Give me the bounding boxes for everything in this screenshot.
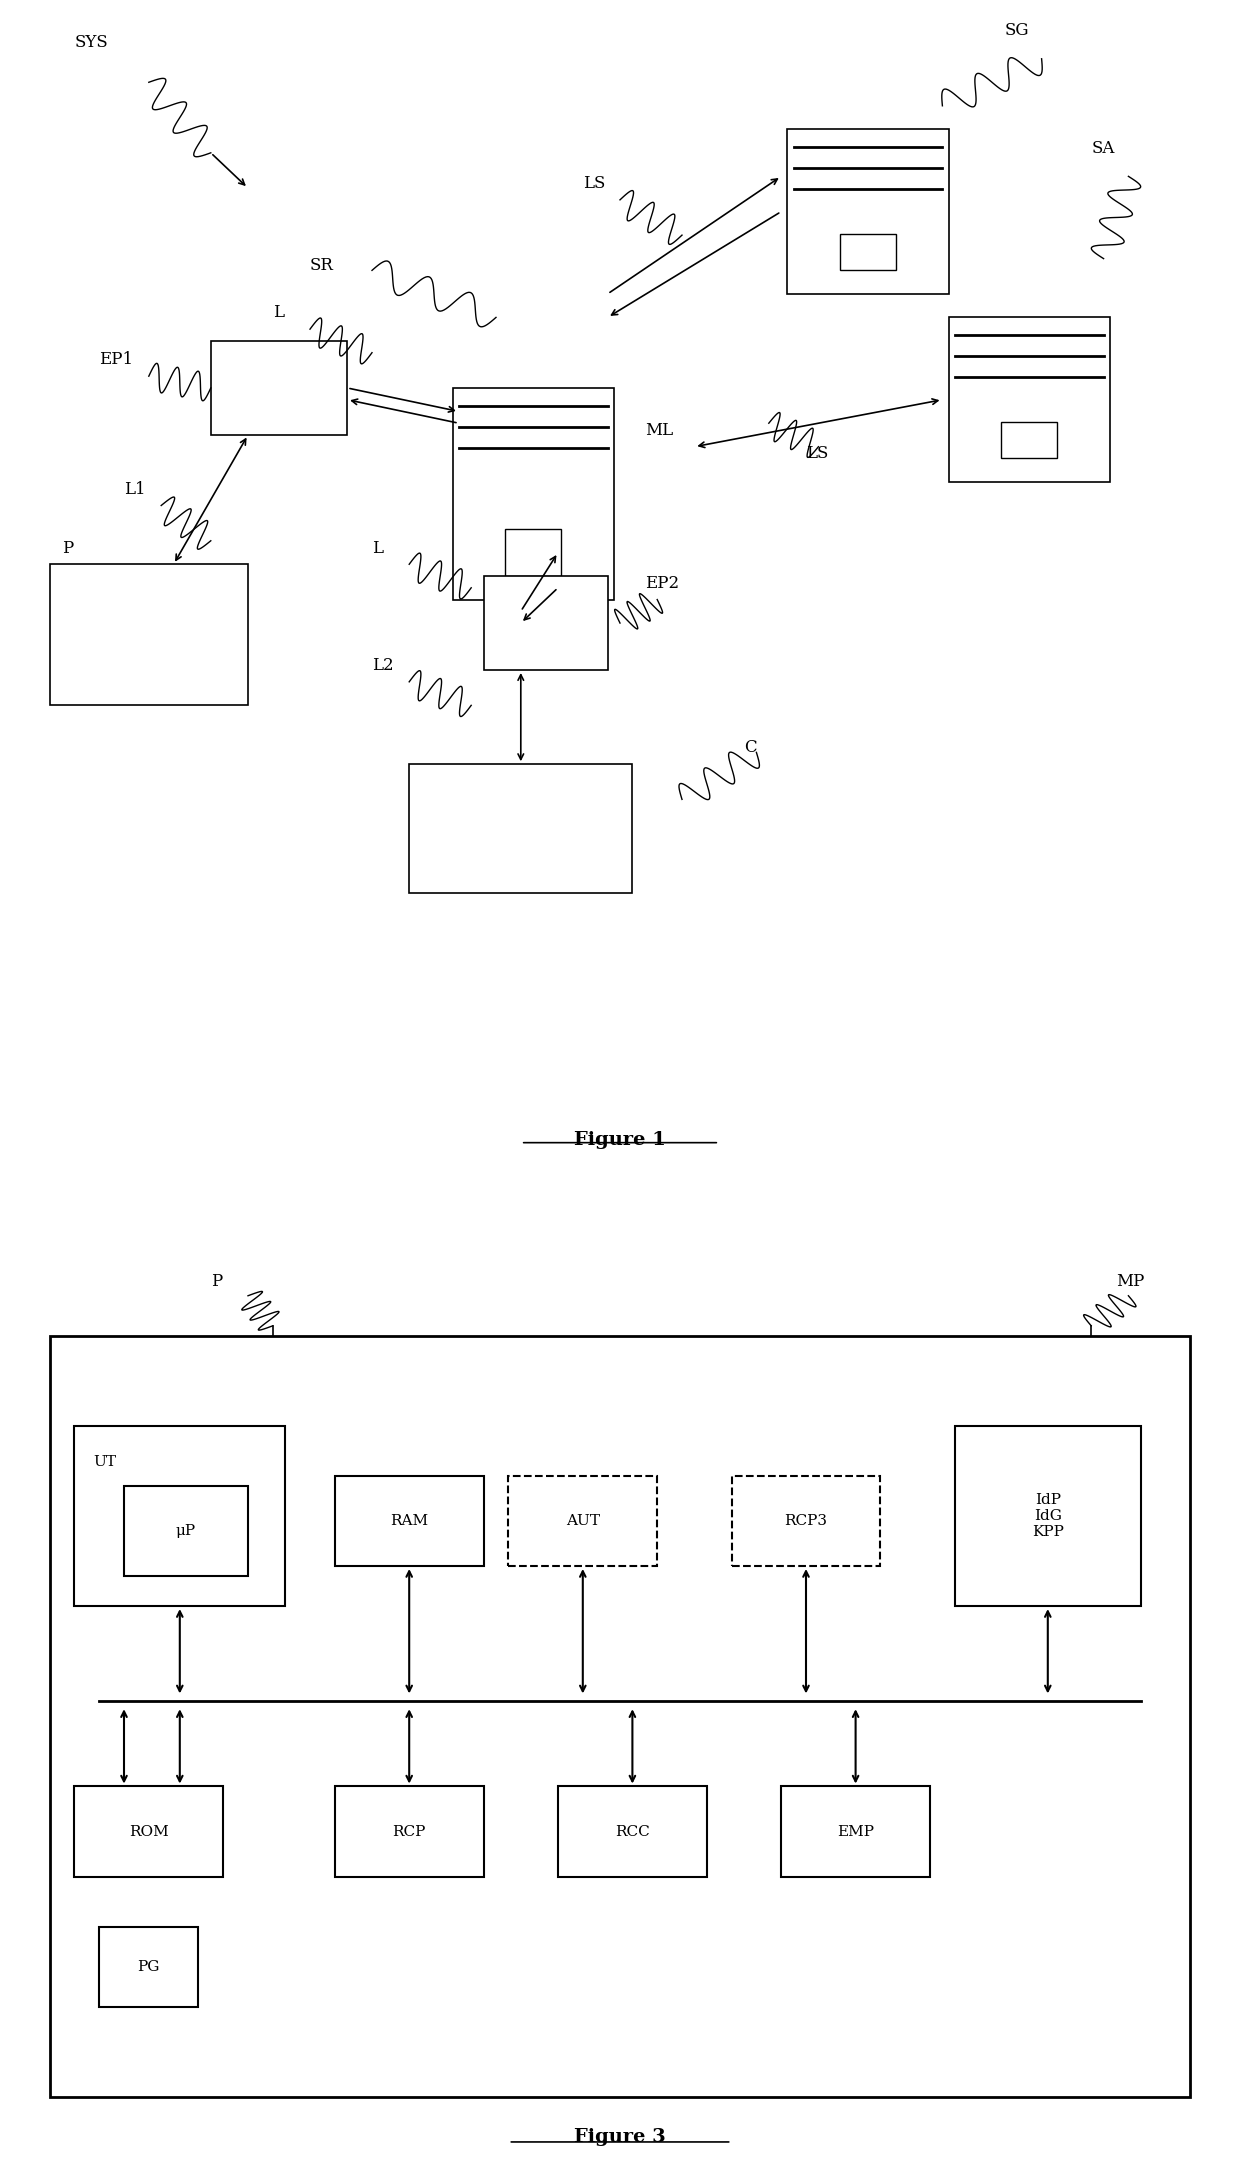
Text: LS: LS	[583, 174, 605, 192]
FancyBboxPatch shape	[335, 1476, 484, 1565]
Text: RCP: RCP	[393, 1824, 425, 1840]
FancyBboxPatch shape	[1001, 422, 1058, 459]
FancyBboxPatch shape	[781, 1787, 930, 1877]
Text: SG: SG	[1004, 22, 1029, 39]
Text: RAM: RAM	[391, 1513, 428, 1528]
Text: RCP3: RCP3	[785, 1513, 827, 1528]
Text: SR: SR	[310, 257, 334, 274]
Text: L2: L2	[372, 657, 393, 675]
FancyBboxPatch shape	[505, 529, 562, 577]
Text: AUT: AUT	[565, 1513, 600, 1528]
FancyBboxPatch shape	[839, 235, 897, 270]
FancyBboxPatch shape	[949, 318, 1110, 481]
FancyBboxPatch shape	[409, 764, 632, 893]
FancyBboxPatch shape	[732, 1476, 880, 1565]
Text: EP2: EP2	[645, 575, 680, 592]
FancyBboxPatch shape	[508, 1476, 657, 1565]
Text: ROM: ROM	[129, 1824, 169, 1840]
Text: PG: PG	[138, 1959, 160, 1975]
Text: ML: ML	[645, 422, 673, 440]
Text: L1: L1	[124, 481, 145, 499]
Text: C: C	[744, 740, 756, 755]
Text: MP: MP	[1116, 1274, 1145, 1289]
Text: IdP
IdG
KPP: IdP IdG KPP	[1032, 1493, 1064, 1539]
FancyBboxPatch shape	[124, 1487, 248, 1576]
FancyBboxPatch shape	[99, 1927, 198, 2007]
Text: RCC: RCC	[615, 1824, 650, 1840]
FancyBboxPatch shape	[74, 1787, 223, 1877]
FancyBboxPatch shape	[74, 1426, 285, 1607]
FancyBboxPatch shape	[211, 342, 347, 435]
FancyBboxPatch shape	[50, 1337, 1190, 2096]
Text: Figure 3: Figure 3	[574, 2127, 666, 2147]
Text: SA: SA	[1091, 139, 1115, 157]
Text: L: L	[372, 540, 383, 557]
Text: SYS: SYS	[74, 35, 108, 50]
FancyBboxPatch shape	[558, 1787, 707, 1877]
FancyBboxPatch shape	[787, 128, 949, 294]
Text: L: L	[273, 305, 284, 322]
Text: μP: μP	[176, 1524, 196, 1539]
Text: P: P	[211, 1274, 222, 1289]
FancyBboxPatch shape	[453, 388, 614, 599]
FancyBboxPatch shape	[335, 1787, 484, 1877]
FancyBboxPatch shape	[484, 577, 608, 671]
Text: EP1: EP1	[99, 350, 134, 368]
Text: LS: LS	[806, 446, 828, 462]
Text: Figure 1: Figure 1	[574, 1132, 666, 1149]
Text: EMP: EMP	[837, 1824, 874, 1840]
FancyBboxPatch shape	[50, 564, 248, 705]
FancyBboxPatch shape	[955, 1426, 1141, 1607]
Text: P: P	[62, 540, 73, 557]
Text: UT: UT	[93, 1454, 117, 1469]
